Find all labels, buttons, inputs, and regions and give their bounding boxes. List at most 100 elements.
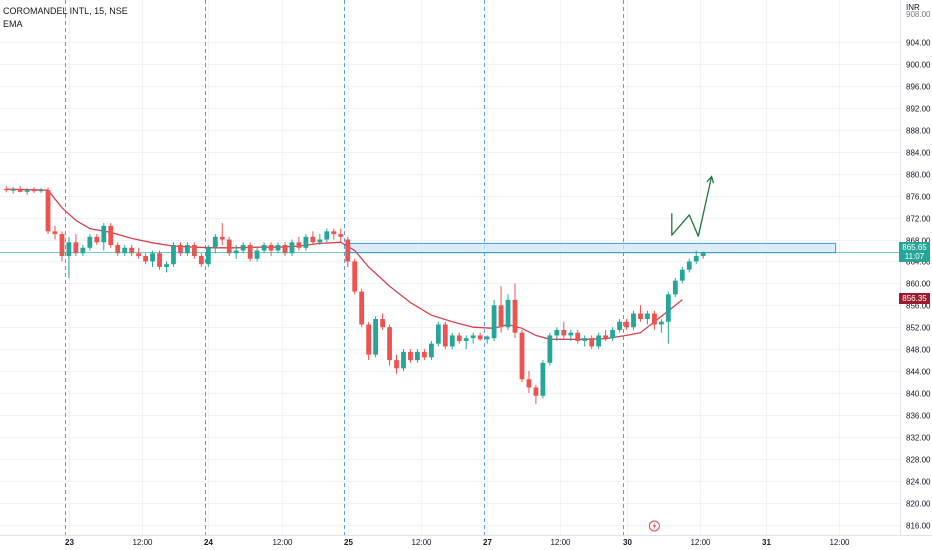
alert-icon[interactable]: [648, 520, 660, 532]
candle: [366, 321, 372, 361]
candle-body: [17, 189, 23, 192]
candle: [686, 258, 692, 273]
candle-body: [540, 362, 546, 396]
time-tick-label: 31: [762, 538, 771, 547]
candle-body: [136, 253, 142, 256]
candle-body: [338, 234, 344, 237]
candle-body: [408, 351, 413, 361]
candle-body: [268, 245, 274, 251]
candle-body: [212, 236, 218, 248]
candle: [428, 340, 434, 361]
candle: [449, 332, 455, 350]
price-tick-label: 888.00: [906, 127, 931, 136]
candle-body: [3, 189, 9, 191]
candle: [652, 310, 657, 330]
candle: [456, 332, 462, 344]
candle-body: [80, 247, 86, 254]
currency-label: INR: [906, 3, 920, 12]
candle-body: [442, 324, 448, 347]
candle-body: [254, 250, 260, 259]
arrow-path[interactable]: [671, 176, 713, 237]
lightning-icon[interactable]: [652, 522, 657, 530]
candle-body: [94, 236, 100, 243]
candle: [219, 223, 225, 246]
symbol-title[interactable]: COROMANDEL INTL, 15, NSE: [3, 6, 128, 16]
bar-countdown: 11:07: [904, 252, 925, 261]
candle-body: [226, 239, 232, 254]
price-tick-label: 844.00: [906, 368, 931, 377]
candle-body: [631, 313, 636, 328]
price-tick-label: 816.00: [906, 522, 931, 531]
candle-body: [665, 294, 671, 322]
time-axis[interactable]: 23 12:00 24 12:00 25 12:00 27 12:00 30 12:00 31 12:…: [0, 535, 932, 548]
candle: [171, 242, 176, 267]
candle: [352, 258, 358, 295]
candle-body: [310, 236, 316, 243]
candle-body: [477, 335, 483, 340]
zone-rectangle[interactable]: [349, 242, 837, 254]
candle-body: [157, 253, 162, 267]
candle-body: [470, 335, 476, 339]
time-tick-label: 30: [623, 538, 632, 547]
candle-body: [589, 338, 595, 347]
candle: [672, 277, 678, 298]
candle-body: [331, 231, 337, 235]
candle-body: [45, 190, 51, 232]
candle: [10, 186, 16, 194]
price-axis[interactable]: 816.00 820.00 824.00 828.00 832.00 836.00 840.…: [906, 3, 931, 531]
candle: [122, 245, 128, 256]
candle: [317, 234, 323, 246]
last-price-tag: 865.65 11:07: [899, 242, 930, 262]
resistance-zone[interactable]: [349, 242, 837, 254]
candle: [191, 242, 197, 259]
candle-body: [191, 245, 197, 256]
candle-body: [31, 190, 37, 192]
candle: [624, 319, 629, 330]
candle: [498, 286, 504, 333]
candle: [547, 332, 553, 366]
candle: [129, 245, 135, 256]
candle-body: [171, 245, 176, 265]
candle-body: [463, 338, 469, 341]
candle: [261, 242, 267, 254]
candle: [526, 371, 532, 393]
projection-arrow[interactable]: [671, 175, 715, 237]
candle-body: [317, 239, 323, 243]
arrow-head[interactable]: [706, 175, 715, 184]
candle: [568, 329, 574, 341]
candle: [331, 228, 337, 240]
time-tick-label: 23: [65, 538, 74, 547]
candle: [205, 245, 211, 267]
price-tick-label: 820.00: [906, 500, 931, 509]
candle: [380, 313, 385, 330]
candle: [638, 305, 643, 322]
candle-body: [652, 313, 657, 325]
price-tick-label: 864.00: [906, 258, 931, 267]
candle: [136, 247, 142, 259]
candle: [582, 335, 588, 347]
candle: [345, 236, 351, 267]
candle: [324, 228, 330, 243]
candles: [3, 185, 706, 404]
price-tick-label: 836.00: [906, 412, 931, 421]
grid: [0, 0, 900, 535]
candle-body: [324, 231, 330, 240]
candle-body: [66, 242, 72, 256]
candle: [3, 185, 9, 193]
candle: [52, 225, 58, 240]
candle: [470, 332, 476, 344]
indicator-label[interactable]: EMA: [3, 19, 23, 29]
price-tick-label: 840.00: [906, 390, 931, 399]
candle: [17, 185, 23, 193]
candle: [658, 319, 664, 333]
candle-body: [198, 255, 204, 265]
candle: [617, 319, 622, 333]
price-tick-label: 880.00: [906, 171, 931, 180]
candle-body: [645, 313, 650, 319]
candle: [484, 335, 490, 344]
candle: [610, 327, 615, 341]
candle: [408, 349, 413, 363]
candle-body: [456, 335, 462, 341]
price-tick-label: 848.00: [906, 346, 931, 355]
